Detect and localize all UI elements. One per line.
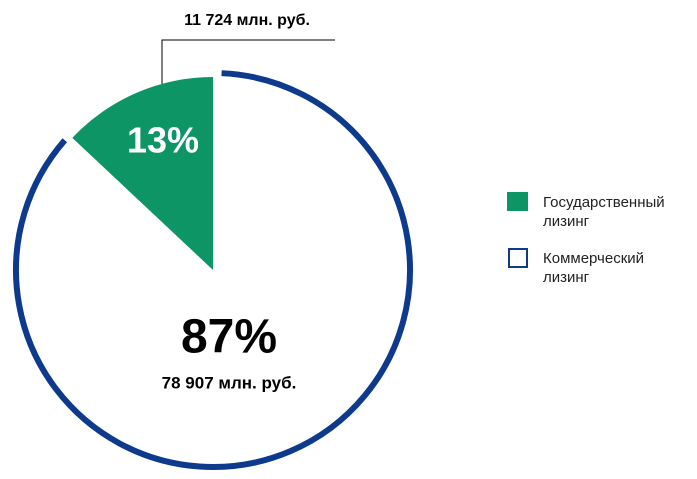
slice-label: 87% — [181, 311, 277, 364]
legend-label: Коммерческий лизинг — [543, 250, 648, 286]
amount-label: 11 724 млн. руб. — [184, 12, 310, 29]
legend-swatch — [508, 248, 528, 268]
pie-slice — [13, 70, 413, 470]
legend-swatch — [507, 192, 528, 211]
amount-label: 78 907 млн. руб. — [162, 373, 297, 392]
legend-label: Государственный лизинг — [543, 194, 669, 230]
slice-label: 13% — [127, 120, 199, 161]
pie-slice — [72, 77, 213, 270]
